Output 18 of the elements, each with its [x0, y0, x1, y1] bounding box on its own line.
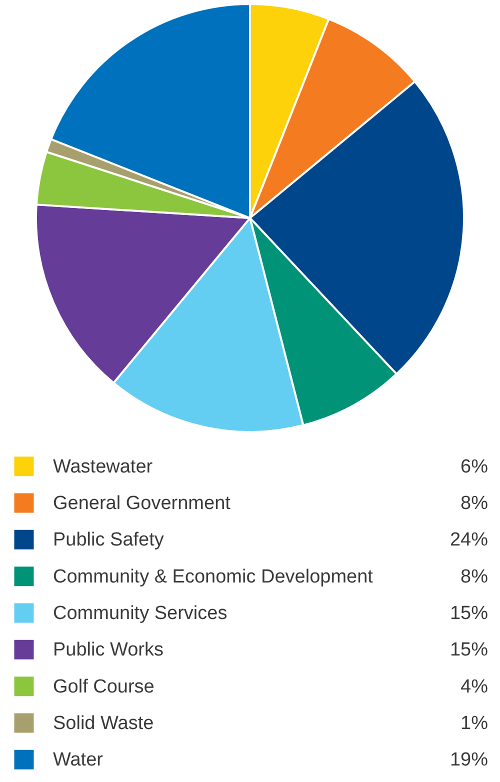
legend-label: Public Works [53, 640, 164, 661]
data-label: 1% [460, 713, 488, 734]
legend-label: Wastewater [53, 456, 154, 478]
data-label: 6% [460, 456, 488, 478]
legend-label: Golf Course [53, 676, 154, 698]
legend-label: General Government [53, 493, 232, 514]
legend-label: Water [53, 750, 104, 771]
data-label: 8% [460, 566, 488, 588]
data-label: 8% [460, 493, 488, 514]
data-label: 19% [450, 750, 488, 771]
data-label: 4% [460, 676, 488, 698]
data-label: 15% [450, 640, 488, 661]
legend-label: Community & Economic Development [53, 566, 374, 588]
data-label: 24% [450, 530, 488, 551]
legend-label: Community Services [53, 603, 228, 624]
legend-label: Public Safety [53, 530, 164, 551]
legend-label: Solid Waste [53, 713, 154, 734]
data-label: 15% [450, 603, 488, 624]
